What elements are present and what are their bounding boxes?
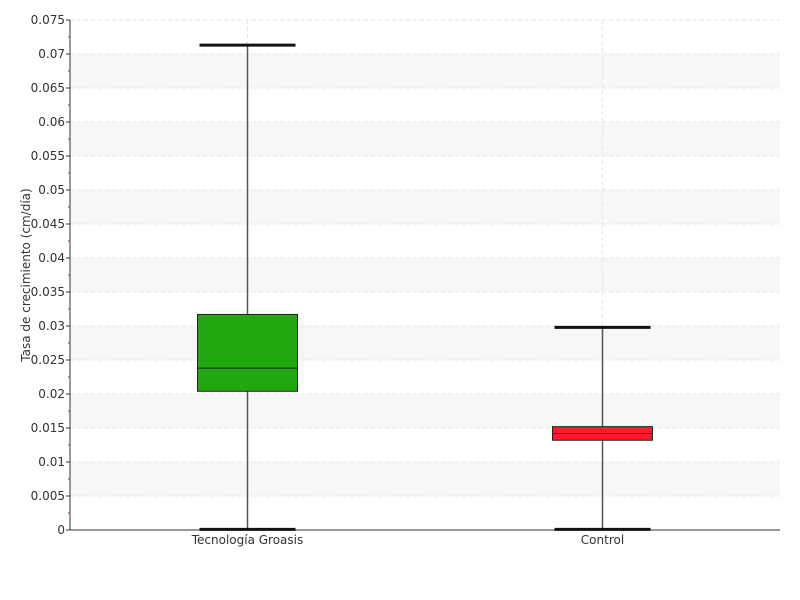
background-band <box>70 122 780 156</box>
background-band <box>70 190 780 224</box>
background-band <box>70 258 780 292</box>
box-1 <box>197 43 298 531</box>
y-tick-label: 0.015 <box>31 421 65 435</box>
background-band <box>70 54 780 88</box>
x-tick-label: Tecnología Groasis <box>191 533 304 547</box>
x-tick-label: Control <box>581 533 624 547</box>
y-tick-label: 0.035 <box>31 285 65 299</box>
y-tick-label: 0.02 <box>38 387 65 401</box>
box-iqr <box>197 313 298 392</box>
y-tick-label: 0.045 <box>31 217 65 231</box>
x-axis-labels: Tecnología Groasis Control <box>191 533 624 547</box>
background-band <box>70 462 780 496</box>
y-tick-label: 0 <box>57 523 65 537</box>
y-tick-label: 0.065 <box>31 81 65 95</box>
y-tick-label: 0.075 <box>31 13 65 27</box>
background-band <box>70 394 780 428</box>
boxes <box>197 43 653 531</box>
box-2 <box>552 325 653 531</box>
y-tick-label: 0.025 <box>31 353 65 367</box>
y-tick-label: 0.04 <box>38 251 65 265</box>
y-axis-title: Tasa de crecimiento (cm/día) <box>19 188 33 362</box>
y-tick-label: 0.055 <box>31 149 65 163</box>
y-tick-label: 0.07 <box>38 47 65 61</box>
y-tick-label: 0.01 <box>38 455 65 469</box>
y-axis-ticks: 0 0.005 0.01 0.015 0.02 0.025 0.03 0.035 0.04 0.0… <box>31 13 70 537</box>
y-tick-label: 0.03 <box>38 319 65 333</box>
background-bands <box>70 54 780 496</box>
y-tick-label: 0.06 <box>38 115 65 129</box>
background-band <box>70 326 780 360</box>
y-tick-label: 0.005 <box>31 489 65 503</box>
y-tick-label: 0.05 <box>38 183 65 197</box>
